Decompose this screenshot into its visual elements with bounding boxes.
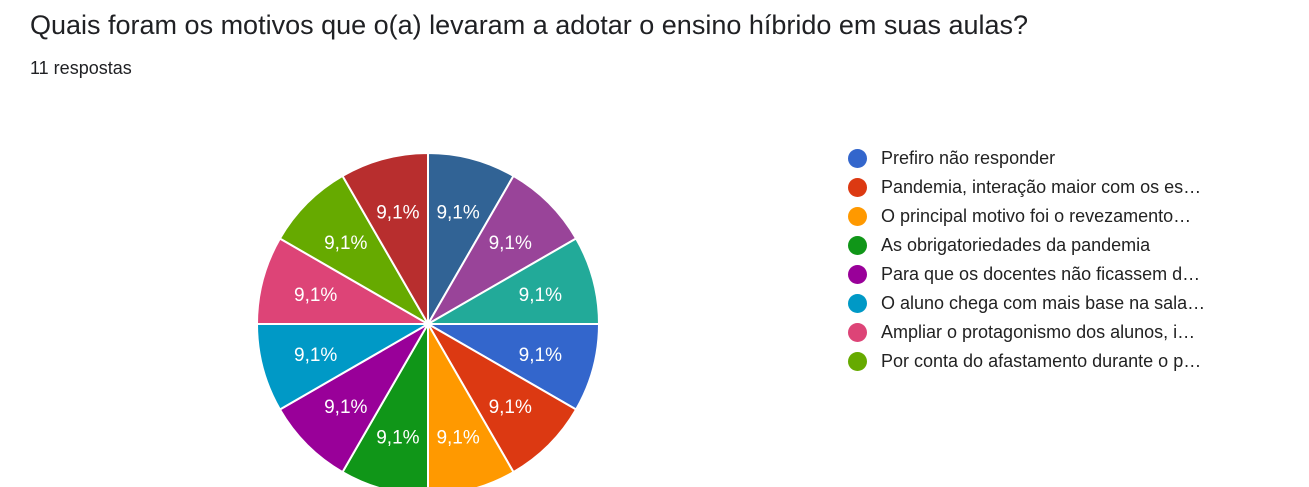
legend-label: O principal motivo foi o revezamento… [881,206,1192,226]
slice-label: 9,1% [294,285,337,306]
legend-item[interactable]: O aluno chega com mais base na sala… [848,289,1205,318]
chart-title: Quais foram os motivos que o(a) levaram … [30,10,1029,40]
pie-slice[interactable] [255,323,432,411]
legend-item[interactable]: Pandemia, interação maior com os es… [848,173,1205,202]
legend-item[interactable]: As obrigatoriedades da pandemia [848,231,1205,260]
pie-slice[interactable] [425,321,578,474]
pie-slice[interactable] [278,174,431,327]
legend-label: As obrigatoriedades da pandemia [881,235,1151,255]
pie-slice[interactable] [424,237,601,325]
pie-slice[interactable] [341,151,429,328]
legend-dot [848,207,867,226]
slice-label: 9,1% [324,397,367,418]
legend-dot [848,178,867,197]
slice-label: 9,1% [489,397,532,418]
pie-slice[interactable] [424,323,601,411]
slice-label: 9,1% [519,285,562,306]
legend-label: Pandemia, interação maior com os es… [881,177,1202,197]
slice-label: 9,1% [294,345,337,366]
legend-item[interactable]: Para que os docentes não ficassem d… [848,260,1205,289]
slice-label: 9,1% [436,203,479,224]
pie-slice[interactable] [425,174,578,327]
legend-label: Por conta do afastamento durante o p… [881,351,1202,371]
legend-item[interactable]: Por conta do afastamento durante o p… [848,347,1205,376]
slice-label: 9,1% [324,233,367,254]
legend-item[interactable]: Ampliar o protagonismo dos alunos, i… [848,318,1205,347]
pie-slice[interactable] [278,321,431,474]
response-count: 11 respostas [30,58,132,78]
legend-label: Ampliar o protagonismo dos alunos, i… [881,322,1196,342]
legend-dot [848,323,867,342]
slice-label: 9,1% [519,345,562,366]
legend-label: O aluno chega com mais base na sala… [881,293,1206,313]
legend-item[interactable]: O principal motivo foi o revezamento… [848,202,1205,231]
pie-slice[interactable] [255,237,432,325]
legend-dot [848,352,867,371]
slice-label: 9,1% [489,233,532,254]
pie-slice[interactable] [341,320,429,487]
pie-slice[interactable] [427,151,515,328]
legend-label: Prefiro não responder [881,148,1056,168]
legend-dot [848,294,867,313]
legend-item[interactable]: Prefiro não responder [848,144,1205,173]
legend-dot [848,236,867,255]
slice-label: 9,1% [436,427,479,448]
slice-label: 9,1% [376,203,419,224]
legend-dot [848,265,867,284]
legend: Prefiro não responder Pandemia, interação… [848,144,1205,376]
slice-label: 9,1% [376,427,419,448]
legend-label: Para que os docentes não ficassem d… [881,264,1201,284]
pie-slice[interactable] [427,320,515,487]
legend-dot [848,149,867,168]
